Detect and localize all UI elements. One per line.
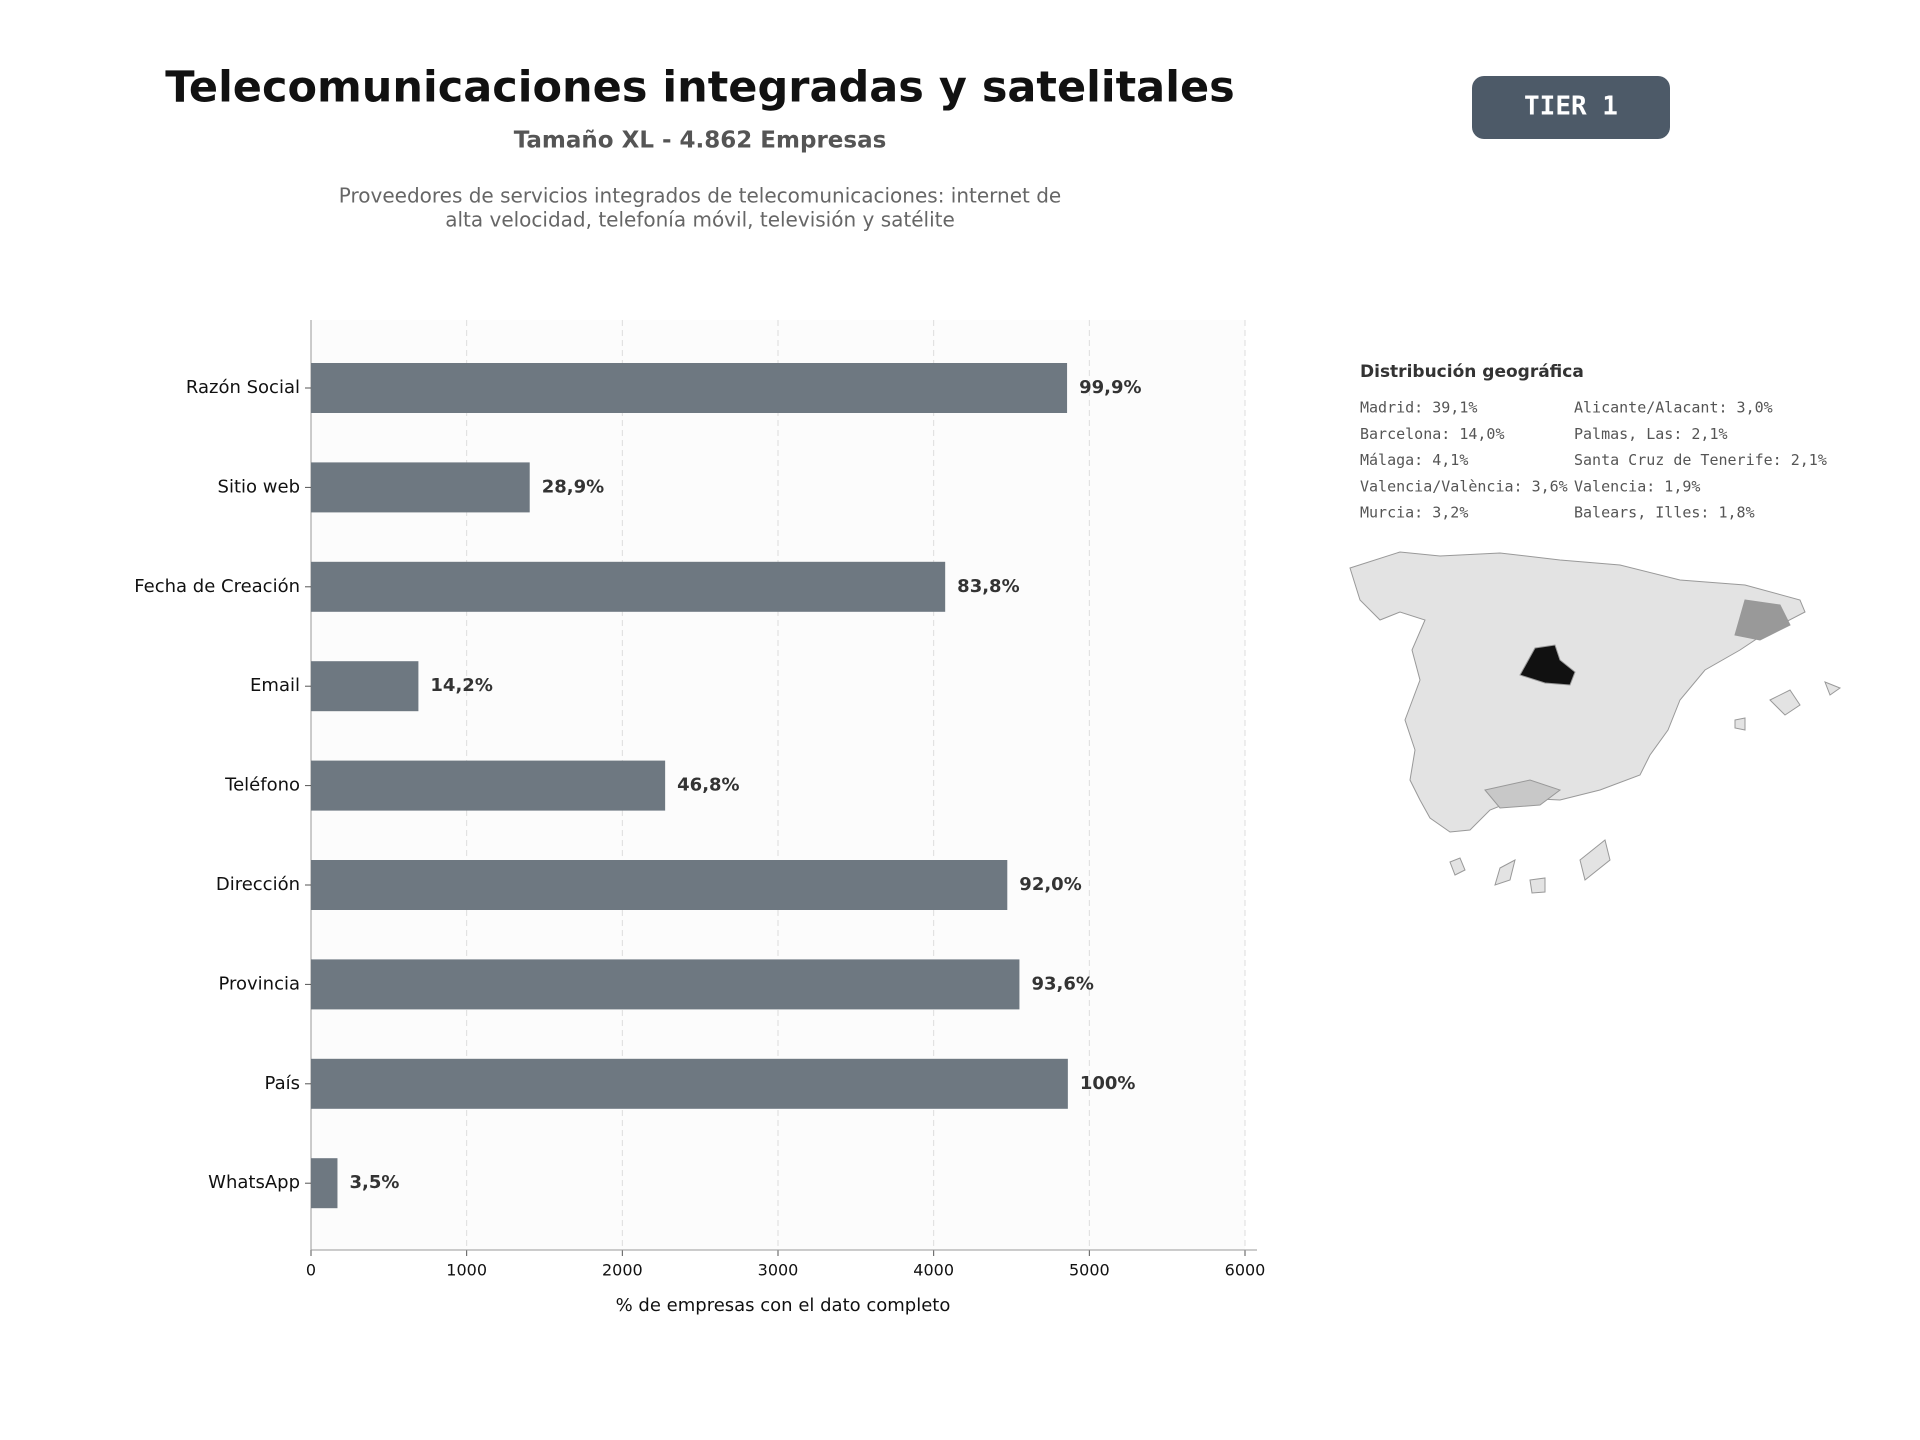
description: Proveedores de servicios integrados de t…: [339, 184, 1061, 208]
map-region: [1519, 644, 1576, 686]
y-tick-label: País: [265, 1073, 300, 1094]
x-tick-label: 1000: [446, 1261, 487, 1280]
value-label: 83,8%: [957, 576, 1019, 597]
map-islands: [1734, 681, 1842, 731]
y-tick-label: Dirección: [216, 874, 300, 895]
bar: [311, 1058, 1068, 1109]
bar: [311, 661, 419, 712]
value-label: 92,0%: [1019, 874, 1081, 895]
geo-item: Alicante/Alacant: 3,0%: [1574, 399, 1773, 417]
geo-item: Valencia: 1,9%: [1574, 477, 1700, 495]
badge: [1472, 76, 1670, 139]
value-label: 100%: [1080, 1073, 1136, 1094]
x-axis-label: % de empresas con el dato completo: [616, 1295, 951, 1316]
chart-subtitle: Tamaño XL - 4.862 Empresas: [514, 128, 887, 154]
bar: [311, 462, 530, 513]
value-label: 28,9%: [542, 476, 604, 497]
map: [1349, 551, 1842, 894]
bar: [311, 760, 666, 811]
badge-label: TIER 1: [1524, 92, 1618, 122]
geo-item: Balears, Illes: 1,8%: [1574, 504, 1755, 522]
value-label: 3,5%: [349, 1172, 399, 1193]
y-tick-label: Razón Social: [186, 377, 300, 398]
geo-title: Distribución geográfica: [1360, 362, 1584, 382]
bar: [311, 1158, 338, 1209]
value-label: 14,2%: [430, 675, 492, 696]
x-tick-label: 2000: [602, 1261, 643, 1280]
geo-item: Madrid: 39,1%: [1360, 399, 1477, 417]
geo-item: Santa Cruz de Tenerife: 2,1%: [1574, 451, 1827, 469]
y-tick-label: Sitio web: [218, 476, 300, 497]
bar: [311, 959, 1020, 1010]
geo-item: Murcia: 3,2%: [1360, 504, 1468, 522]
y-tick-label: Provincia: [218, 973, 300, 994]
chart-title: Telecomunicaciones integradas y satelita…: [165, 63, 1234, 113]
y-tick-label: Email: [250, 675, 300, 696]
y-tick-label: WhatsApp: [208, 1172, 300, 1193]
value-label: 46,8%: [677, 775, 739, 796]
geo-item: Barcelona: 14,0%: [1360, 425, 1505, 443]
x-tick-label: 5000: [1069, 1261, 1110, 1280]
y-tick-label: Teléfono: [224, 775, 300, 796]
map-peninsula: [1349, 551, 1806, 833]
x-tick-label: 0: [306, 1261, 316, 1280]
bar: [311, 561, 946, 612]
x-tick-label: 6000: [1225, 1261, 1266, 1280]
geo-item: Palmas, Las: 2,1%: [1574, 425, 1728, 443]
bar: [311, 860, 1008, 910]
bar: [311, 363, 1068, 413]
map-islands: [1449, 839, 1611, 894]
geo-item: Valencia/València: 3,6%: [1360, 477, 1568, 495]
y-tick-label: Fecha de Creación: [134, 576, 300, 597]
geo-item: Málaga: 4,1%: [1360, 451, 1468, 469]
map-region: [1484, 779, 1562, 809]
map-region: [1734, 599, 1791, 641]
value-label: 93,6%: [1031, 973, 1093, 994]
x-tick-label: 3000: [758, 1261, 799, 1280]
x-tick-label: 4000: [913, 1261, 954, 1280]
value-label: 99,9%: [1079, 377, 1141, 398]
description: alta velocidad, telefonía móvil, televis…: [445, 208, 955, 232]
